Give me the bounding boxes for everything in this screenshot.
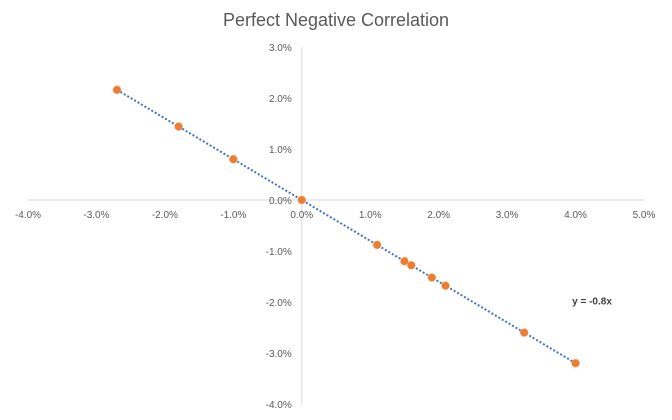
y-tick-label: -2.0%: [266, 298, 292, 309]
data-point: [519, 328, 529, 337]
data-point: [571, 358, 580, 368]
x-tick-label: -1.0%: [220, 210, 246, 221]
data-point: [400, 256, 409, 266]
x-tick-label: 5.0%: [633, 210, 656, 221]
y-tick-label: 1.0%: [269, 145, 292, 156]
x-tick-label: 0.0%: [290, 210, 313, 221]
data-point: [427, 273, 437, 282]
y-tick-label: -1.0%: [266, 247, 292, 258]
x-tick-label: 1.0%: [359, 210, 382, 221]
data-point: [372, 240, 382, 250]
data-point: [407, 261, 416, 270]
data-point: [229, 154, 238, 164]
data-point: [112, 85, 122, 95]
data-point: [297, 195, 307, 205]
x-tick-label: -3.0%: [83, 210, 109, 221]
x-tick-label: 4.0%: [564, 210, 587, 221]
x-tick-label: 3.0%: [496, 210, 519, 221]
x-tick-label: -2.0%: [152, 210, 178, 221]
y-tick-label: 0.0%: [269, 196, 292, 207]
x-tick-label: -4.0%: [15, 210, 41, 221]
data-point: [441, 281, 450, 290]
y-tick-label: -4.0%: [266, 400, 292, 411]
trendline-equation: y = -0.8x: [572, 297, 612, 308]
trendline: [116, 88, 577, 365]
data-point: [174, 122, 183, 131]
y-tick-label: -3.0%: [266, 349, 292, 360]
chart-title: Perfect Negative Correlation: [223, 10, 449, 30]
x-tick-label: 2.0%: [427, 210, 450, 221]
y-tick-label: 2.0%: [269, 94, 292, 105]
y-tick-label: 3.0%: [269, 43, 292, 54]
